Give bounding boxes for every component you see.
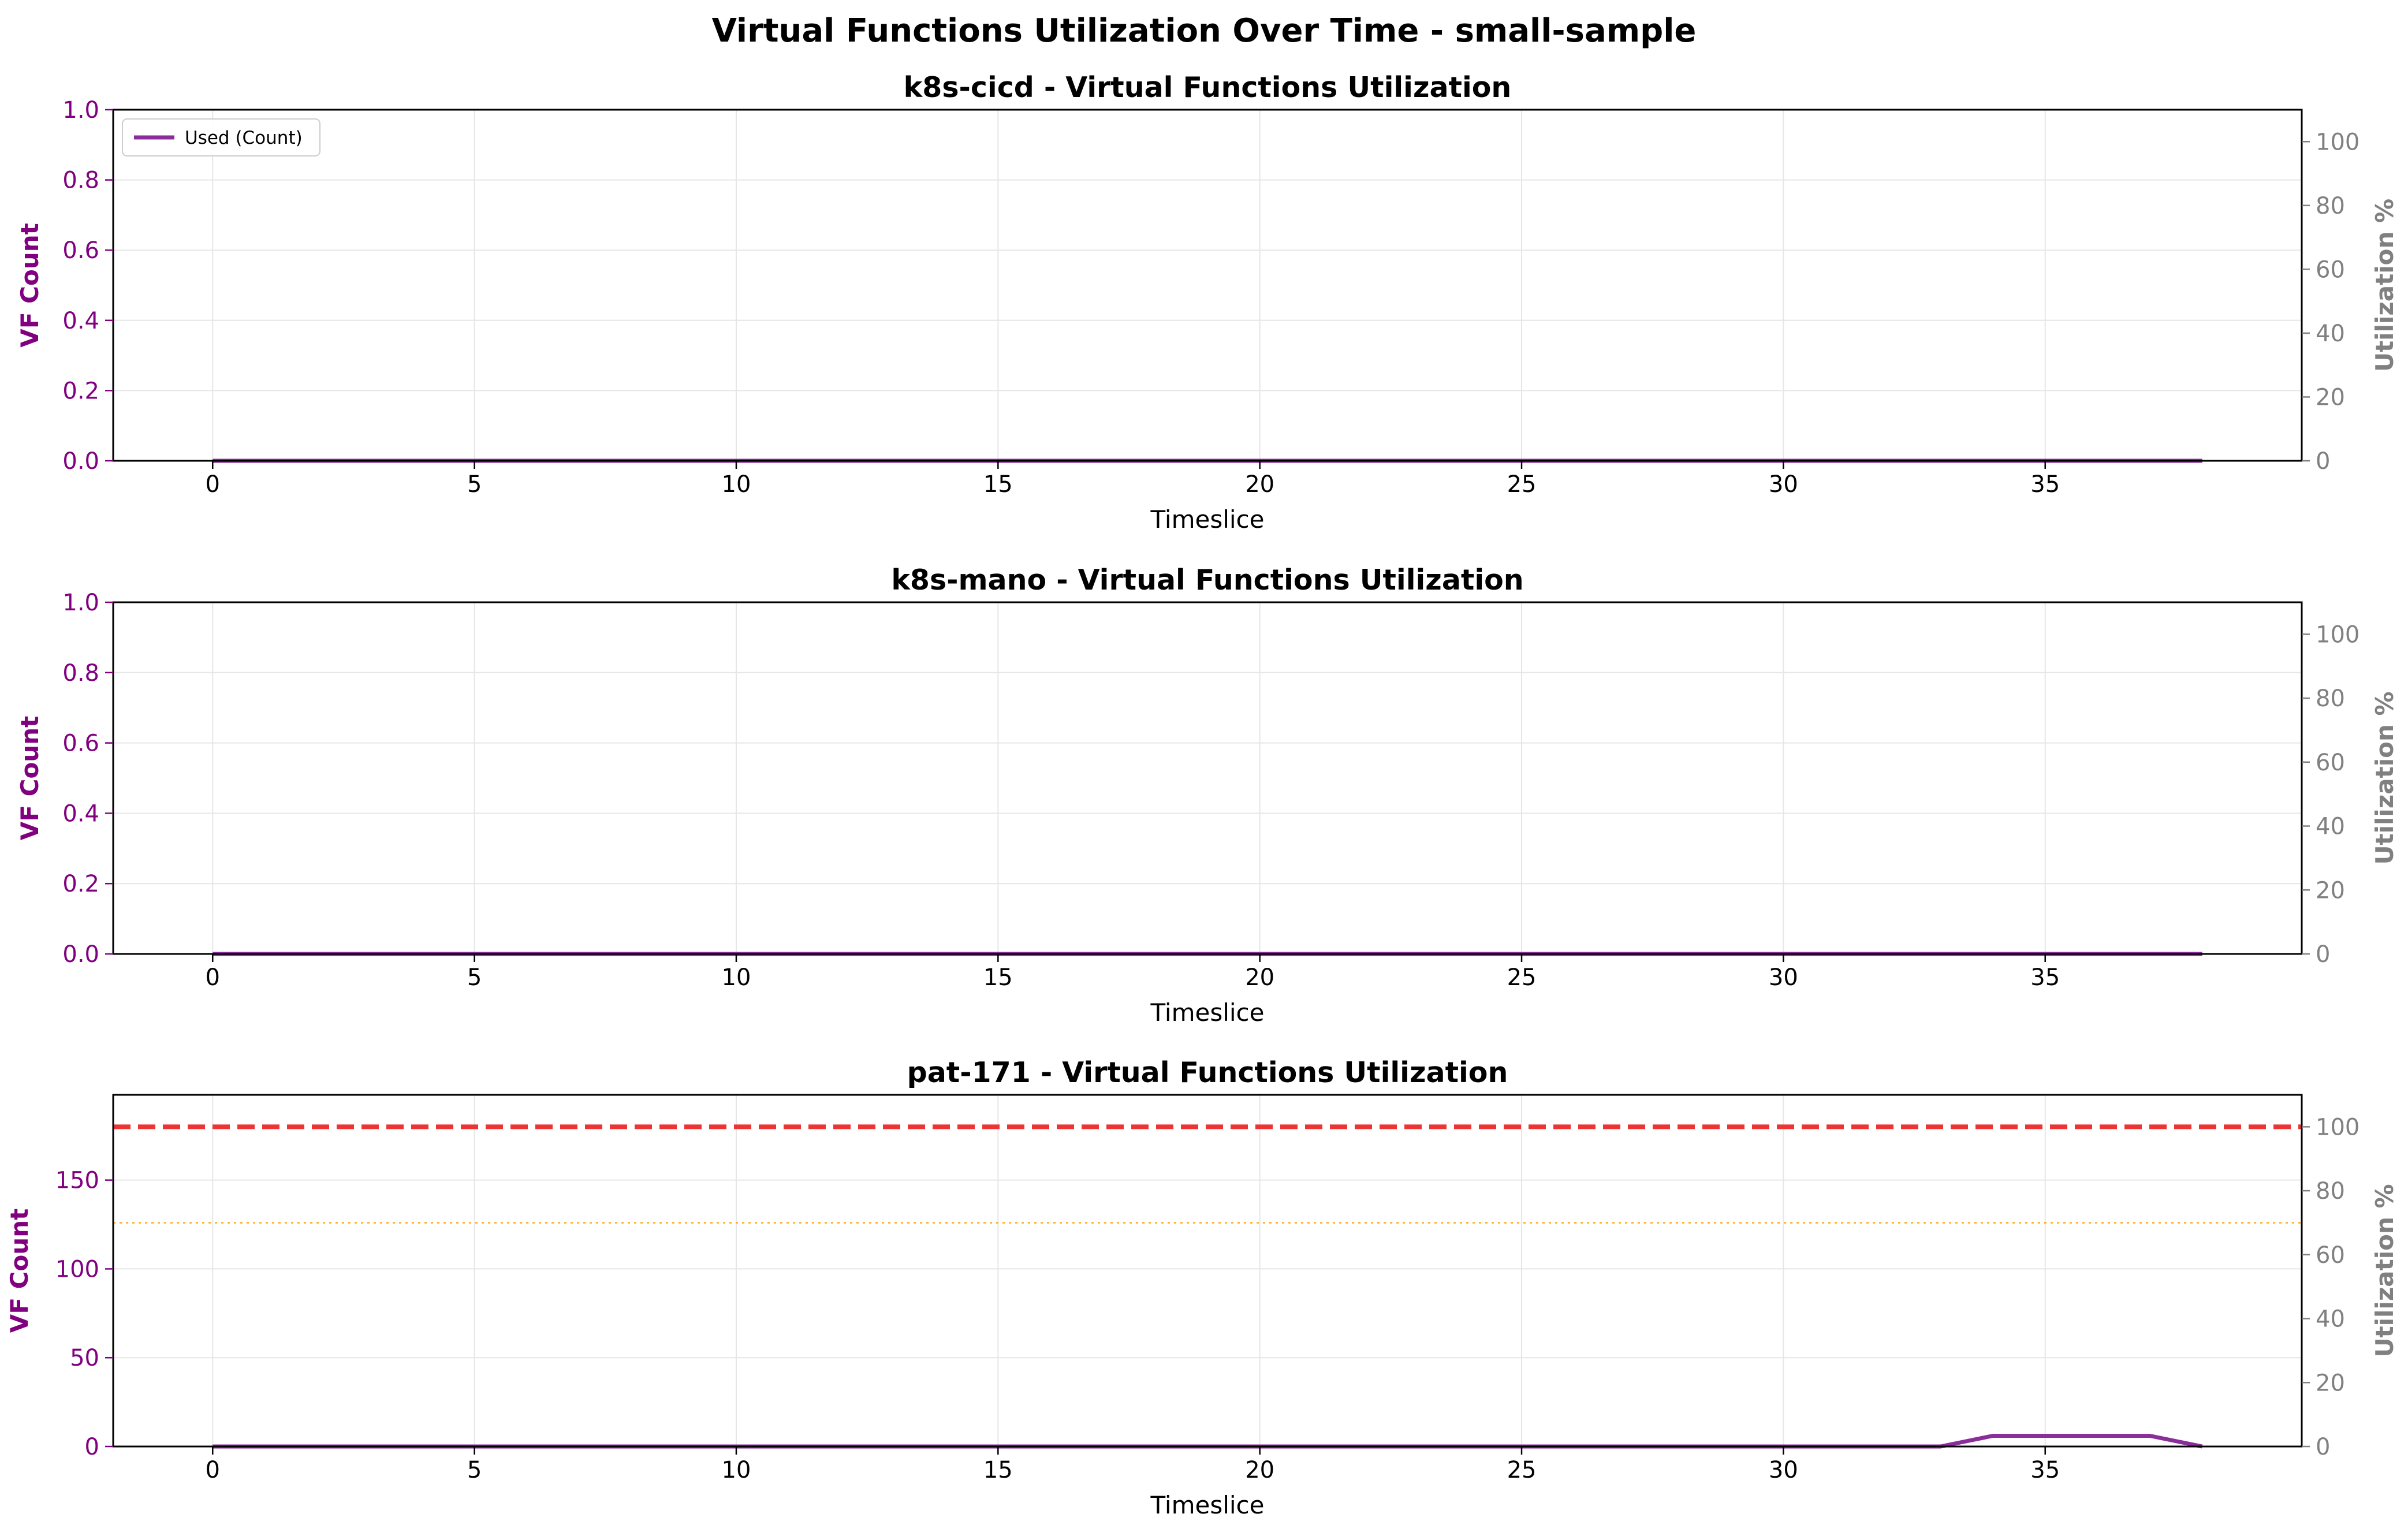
y2-tick-label: 20 [2316, 384, 2345, 411]
y2-axis-label: Utilization % [2370, 691, 2399, 864]
y2-tick-label: 0 [2316, 448, 2330, 475]
x-tick-label: 20 [1245, 964, 1274, 991]
y2-tick-label: 20 [2316, 1370, 2345, 1396]
y-tick-label: 0.0 [62, 941, 99, 968]
y-tick-label: 0.6 [62, 730, 99, 757]
x-axis-label: Timeslice [1150, 998, 1265, 1027]
x-tick-label: 35 [2030, 964, 2060, 991]
x-tick-label: 15 [983, 1457, 1013, 1483]
y2-tick-label: 20 [2316, 877, 2345, 904]
x-tick-label: 0 [206, 471, 220, 498]
y-tick-label: 0.8 [62, 660, 99, 687]
y2-tick-label: 0 [2316, 941, 2330, 968]
y2-tick-label: 60 [2316, 750, 2345, 776]
x-tick-label: 10 [722, 471, 751, 498]
y-tick-label: 1.0 [62, 590, 99, 616]
x-tick-label: 35 [2030, 471, 2060, 498]
x-tick-label: 25 [1507, 471, 1537, 498]
y-tick-label: 0.4 [62, 308, 99, 334]
axes-frame [112, 601, 2303, 955]
y-axis-label: VF Count [16, 716, 44, 840]
legend-box [122, 118, 320, 156]
y-axis-label: VF Count [16, 223, 44, 347]
axes-frame [112, 109, 2303, 462]
y-tick-label: 0.4 [62, 800, 99, 827]
y2-tick-label: 100 [2316, 621, 2359, 648]
y-tick-label: 100 [55, 1256, 99, 1283]
subplot-2: 0 5 10 15 20 25 30 35 0.0 0.2 0.4 0.6 0.8 1.0 0 20 40 60 8… [16, 564, 2399, 1027]
y-tick-label: 0.8 [62, 167, 99, 194]
figure-title: Virtual Functions Utilization Over Time … [712, 12, 1697, 50]
y-tick-label: 0 [85, 1434, 99, 1460]
y-tick-label: 50 [70, 1345, 99, 1371]
x-tick-label: 30 [1769, 964, 1798, 991]
y2-tick-label: 40 [2316, 320, 2345, 347]
y-tick-label: 0.0 [62, 448, 99, 475]
x-tick-label: 25 [1507, 964, 1537, 991]
x-tick-label: 35 [2030, 1457, 2060, 1483]
x-tick-label: 10 [722, 1457, 751, 1483]
x-tick-label: 0 [206, 1457, 220, 1483]
y2-tick-label: 0 [2316, 1434, 2330, 1460]
subplot-3: 0 5 10 15 20 25 30 35 0 50 100 150 0 20 40 60 80 100 pat-1… [5, 1056, 2399, 1519]
subplots: 0 5 10 15 20 25 30 35 0.0 0.2 0.4 0.6 0.8 1.0 0 20 40 60 8… [5, 71, 2399, 1519]
x-tick-label: 30 [1769, 471, 1798, 498]
x-tick-label: 5 [467, 1457, 482, 1483]
y2-tick-label: 40 [2316, 1306, 2345, 1333]
x-tick-label: 10 [722, 964, 751, 991]
x-axis-label: Timeslice [1150, 505, 1265, 534]
x-tick-label: 20 [1245, 1457, 1274, 1483]
y-tick-label: 0.2 [62, 871, 99, 897]
x-tick-label: 30 [1769, 1457, 1798, 1483]
x-tick-label: 15 [983, 471, 1013, 498]
y2-axis-label: Utilization % [2370, 1184, 2399, 1357]
y2-tick-label: 60 [2316, 256, 2345, 283]
y2-tick-label: 80 [2316, 685, 2345, 712]
y-axis-label: VF Count [5, 1209, 33, 1333]
subplot-title: k8s-mano - Virtual Functions Utilization [891, 564, 1523, 596]
x-axis-label: Timeslice [1150, 1491, 1265, 1519]
y2-tick-label: 80 [2316, 1178, 2345, 1205]
x-tick-label: 0 [206, 964, 220, 991]
legend: Used (Count) [122, 118, 320, 156]
subplot-title: k8s-cicd - Virtual Functions Utilization [904, 71, 1512, 104]
x-tick-label: 5 [467, 471, 482, 498]
legend-label: Used (Count) [185, 128, 303, 148]
y2-axis-label: Utilization % [2370, 199, 2399, 372]
x-tick-label: 5 [467, 964, 482, 991]
y-tick-label: 0.2 [62, 378, 99, 404]
axes-frame [112, 1094, 2303, 1448]
x-tick-label: 20 [1245, 471, 1274, 498]
y2-tick-label: 80 [2316, 193, 2345, 219]
y2-tick-label: 40 [2316, 814, 2345, 840]
y-tick-label: 0.6 [62, 237, 99, 264]
subplot-title: pat-171 - Virtual Functions Utilization [907, 1056, 1508, 1089]
y-tick-label: 1.0 [62, 97, 99, 124]
y-tick-label: 150 [55, 1168, 99, 1194]
y2-tick-label: 60 [2316, 1242, 2345, 1269]
y2-tick-label: 100 [2316, 129, 2359, 155]
x-tick-label: 15 [983, 964, 1013, 991]
x-tick-label: 25 [1507, 1457, 1537, 1483]
y2-tick-label: 100 [2316, 1114, 2359, 1140]
subplot-1: 0 5 10 15 20 25 30 35 0.0 0.2 0.4 0.6 0.8 1.0 0 20 40 60 8… [16, 71, 2399, 534]
